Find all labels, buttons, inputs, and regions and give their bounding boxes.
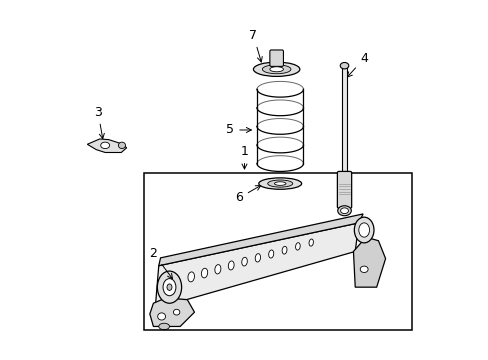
Ellipse shape bbox=[255, 254, 260, 262]
Bar bbox=[144, 173, 411, 330]
Ellipse shape bbox=[358, 223, 369, 237]
Ellipse shape bbox=[360, 266, 367, 273]
Ellipse shape bbox=[262, 65, 290, 74]
Ellipse shape bbox=[354, 217, 373, 243]
Ellipse shape bbox=[157, 313, 165, 320]
Ellipse shape bbox=[159, 323, 169, 330]
Polygon shape bbox=[155, 223, 358, 309]
Ellipse shape bbox=[258, 178, 301, 189]
Text: 6: 6 bbox=[235, 185, 260, 204]
Ellipse shape bbox=[241, 257, 247, 266]
Ellipse shape bbox=[268, 250, 273, 258]
Ellipse shape bbox=[337, 206, 350, 216]
Ellipse shape bbox=[295, 243, 300, 250]
Ellipse shape bbox=[166, 284, 172, 291]
Ellipse shape bbox=[101, 142, 109, 149]
Polygon shape bbox=[149, 298, 194, 327]
Polygon shape bbox=[87, 139, 126, 153]
Ellipse shape bbox=[163, 279, 176, 296]
Text: 1: 1 bbox=[240, 145, 248, 169]
Ellipse shape bbox=[269, 67, 283, 72]
Text: 3: 3 bbox=[94, 105, 104, 139]
Text: 2: 2 bbox=[149, 247, 172, 279]
Ellipse shape bbox=[173, 309, 180, 315]
Ellipse shape bbox=[118, 142, 125, 149]
Ellipse shape bbox=[253, 62, 299, 76]
Ellipse shape bbox=[340, 63, 348, 69]
Ellipse shape bbox=[187, 272, 194, 282]
Ellipse shape bbox=[267, 180, 292, 187]
Ellipse shape bbox=[308, 239, 313, 246]
Text: 4: 4 bbox=[346, 52, 367, 77]
Ellipse shape bbox=[282, 246, 286, 254]
FancyBboxPatch shape bbox=[337, 171, 351, 208]
Ellipse shape bbox=[214, 265, 221, 274]
Ellipse shape bbox=[228, 261, 234, 270]
Ellipse shape bbox=[274, 182, 285, 185]
Ellipse shape bbox=[340, 208, 348, 213]
Ellipse shape bbox=[201, 268, 207, 278]
Text: 5: 5 bbox=[226, 123, 251, 136]
Polygon shape bbox=[353, 237, 385, 287]
FancyBboxPatch shape bbox=[269, 50, 283, 66]
Ellipse shape bbox=[157, 271, 181, 303]
FancyBboxPatch shape bbox=[341, 66, 346, 173]
Text: 7: 7 bbox=[249, 29, 262, 62]
Polygon shape bbox=[159, 214, 363, 266]
